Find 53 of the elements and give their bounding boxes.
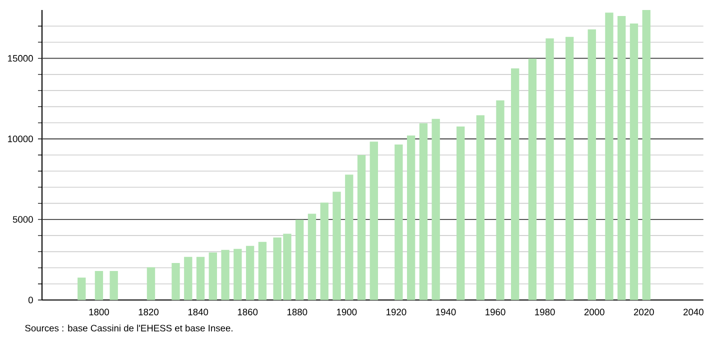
bar (432, 118, 440, 300)
bar (345, 174, 354, 300)
x-tick-label: 1860 (238, 308, 258, 316)
x-tick-label: 1840 (188, 308, 208, 316)
x-tick-label: 1900 (336, 308, 357, 316)
bar (357, 155, 366, 300)
y-tick-label: 5000 (12, 216, 33, 223)
bar (208, 252, 217, 300)
bar (642, 10, 650, 300)
bar (234, 248, 242, 300)
x-tick-label: 1800 (89, 308, 109, 316)
bar (511, 68, 520, 300)
bar (246, 246, 254, 300)
x-tick-label: 2020 (634, 308, 654, 316)
bar (456, 126, 465, 300)
bar (394, 144, 403, 300)
bar (406, 136, 416, 300)
x-tick-label: 1820 (138, 308, 159, 316)
x-tick-label: 1920 (386, 308, 406, 316)
x-tick-label: 2040 (684, 308, 704, 316)
x-tick-label: 1960 (486, 308, 506, 316)
bar (605, 12, 614, 300)
bar (221, 250, 230, 300)
source-note: Sources : base Cassini de l'EHESS et base Insee. (25, 324, 232, 332)
bar (332, 192, 341, 300)
bar (370, 142, 378, 300)
bar (94, 271, 104, 300)
y-tick-label: 0 (28, 296, 33, 304)
bar (528, 58, 537, 300)
bar (630, 24, 638, 300)
x-tick-label: 1980 (535, 308, 555, 316)
bar (78, 278, 86, 300)
bar (618, 16, 626, 300)
y-tick-label: 10000 (8, 136, 33, 142)
bar (296, 220, 304, 300)
bar (308, 214, 316, 300)
bar (588, 29, 596, 300)
bar (476, 115, 484, 300)
bar (184, 256, 192, 300)
x-tick-label: 2000 (584, 308, 604, 316)
bar (146, 267, 156, 300)
bar (566, 36, 574, 300)
bar (110, 271, 118, 300)
bar (172, 262, 180, 300)
bar (546, 38, 554, 300)
bar (196, 256, 205, 300)
bar (258, 242, 267, 300)
x-tick-label: 1940 (436, 308, 456, 316)
bar (320, 202, 328, 300)
y-tick-label: 15000 (8, 55, 33, 62)
bar (496, 100, 504, 300)
bar (419, 123, 428, 300)
x-tick-label: 1880 (287, 308, 308, 316)
